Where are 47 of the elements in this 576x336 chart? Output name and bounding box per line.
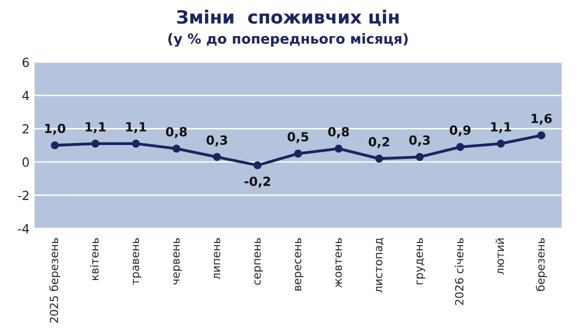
point [375, 154, 384, 163]
x-tick-label: червень [173, 238, 182, 284]
point [132, 140, 140, 148]
x-tick-label: 2025 березень [49, 238, 60, 323]
x-tick-label: квітень [90, 238, 99, 280]
x-tick-label: жовтень [335, 238, 342, 288]
data-label: 1,1 [126, 122, 146, 134]
point [213, 152, 221, 161]
y-tick-label: 0 [22, 157, 29, 167]
point [91, 140, 100, 148]
chart-subtitle: (у % до попереднього місяця) [168, 33, 408, 47]
point [50, 141, 59, 150]
point [537, 131, 546, 140]
data-label: 1,1 [491, 122, 511, 134]
y-tick-label: -4 [18, 224, 29, 234]
point [416, 152, 424, 161]
x-tick-label: лютий [495, 238, 504, 274]
point [456, 142, 464, 151]
x-tick-label: серпень [254, 238, 263, 285]
data-label: 0,2 [368, 137, 390, 148]
data-label: 1,6 [532, 114, 552, 125]
data-label: 0,5 [288, 132, 308, 144]
x-tick-label: липень [214, 238, 220, 280]
x-tick-label: 2026 січень [454, 238, 464, 305]
x-tick-label: вересень [294, 238, 304, 291]
x-tick-label: березень [536, 238, 547, 292]
data-label: -0,2 [244, 176, 270, 188]
x-tick-label: листопад [376, 238, 384, 293]
y-tick-label: 2 [22, 124, 28, 134]
data-label: 0,8 [166, 127, 187, 138]
data-label: 1,1 [86, 122, 106, 134]
point [334, 144, 343, 153]
data-label: 0,3 [206, 135, 228, 146]
y-tick-label: -2 [18, 190, 28, 200]
data-label: 1,0 [45, 124, 66, 135]
point [254, 161, 262, 170]
data-label: 0,9 [450, 125, 471, 136]
data-label: 0,3 [409, 135, 430, 146]
x-tick-label: грудень [416, 238, 426, 284]
point [294, 150, 302, 158]
point [496, 140, 505, 148]
point [172, 144, 180, 153]
x-tick-label: травень [132, 238, 142, 285]
chart-title: Зміни споживчих цін [177, 10, 399, 26]
y-tick-label: 6 [22, 58, 29, 68]
y-tick-label: 4 [22, 91, 29, 100]
data-label: 0,8 [328, 127, 349, 138]
